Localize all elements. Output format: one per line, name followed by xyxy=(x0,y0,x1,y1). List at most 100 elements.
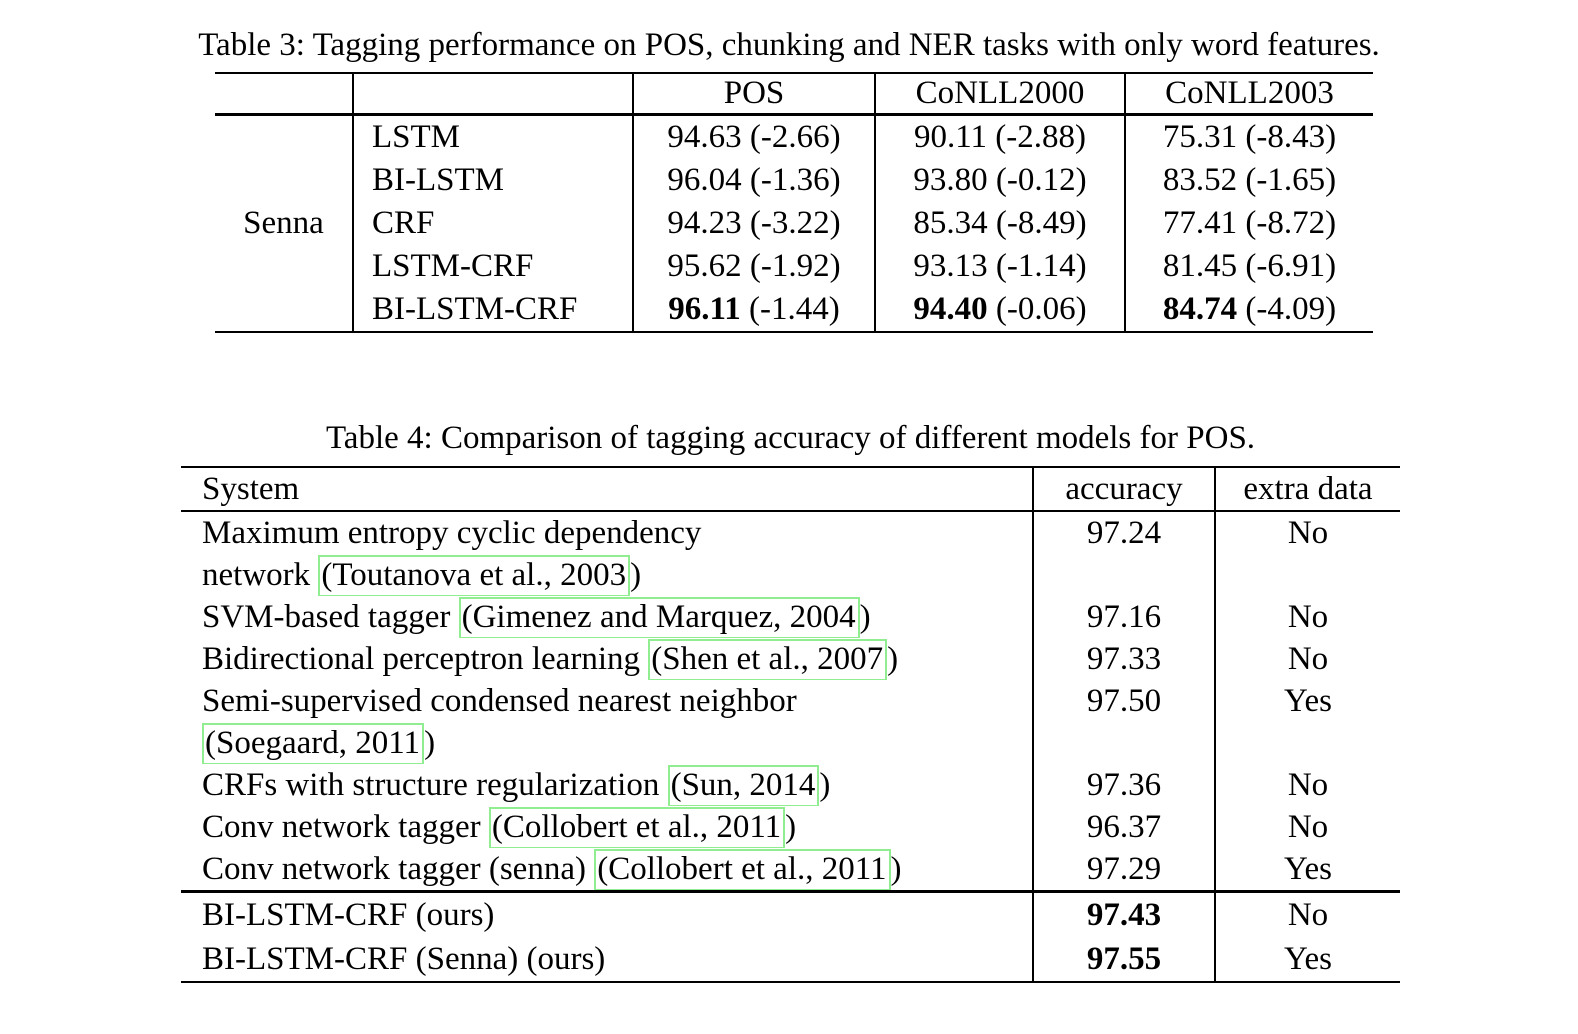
extra-data-cell: Yes xyxy=(1214,937,1400,982)
extra-data-cell: No xyxy=(1214,511,1400,596)
accuracy-cell: 97.33 xyxy=(1032,638,1215,680)
citation-link[interactable]: (Collobert et al., 2011 xyxy=(594,849,891,891)
citation-link[interactable]: (Sun, 2014 xyxy=(667,765,820,806)
score-delta: (-3.22) xyxy=(749,205,841,241)
score-delta: (-2.66) xyxy=(749,119,841,155)
pos-value: 94.63 (-2.66) xyxy=(632,114,875,159)
extra-data-cell: No xyxy=(1214,638,1400,680)
accuracy-cell: 97.36 xyxy=(1032,764,1215,806)
accuracy-cell: 96.37 xyxy=(1032,806,1215,848)
table4-row-maxent: Maximum entropy cyclic dependency networ… xyxy=(181,511,1400,596)
system-text: SVM-based tagger xyxy=(202,599,459,635)
citation-close: ) xyxy=(630,557,642,593)
table4-row-semisupervised: Semi-supervised condensed nearest neighb… xyxy=(181,680,1400,764)
pos-value: 96.11 (-1.44) xyxy=(632,288,875,332)
citation-close: ) xyxy=(859,599,871,635)
citation-link[interactable]: (Soegaard, 2011 xyxy=(202,723,425,764)
pos-value: 95.62 (-1.92) xyxy=(632,245,875,288)
score-delta: (-4.09) xyxy=(1245,291,1337,327)
table4-header-system: System xyxy=(181,467,1033,512)
system-text: Conv network tagger xyxy=(202,809,489,845)
table3: POS CoNLL2000 CoNLL2003 Senna LSTM 94.63… xyxy=(215,72,1373,333)
score-best: 94.40 xyxy=(913,291,988,327)
system-text: Conv network tagger (senna) xyxy=(202,851,595,887)
citation-close: ) xyxy=(424,725,436,761)
accuracy-cell: 97.16 xyxy=(1032,596,1215,638)
table3-caption: Table 3: Tagging performance on POS, chu… xyxy=(198,27,1380,63)
model-cell: BI-LSTM xyxy=(352,159,633,202)
accuracy-cell: 97.50 xyxy=(1032,680,1215,764)
system-cell: SVM-based tagger (Gimenez and Marquez, 2… xyxy=(181,596,1033,638)
system-cell: CRFs with structure regularization (Sun,… xyxy=(181,764,1033,806)
table4: System accuracy extra data Maximum entro… xyxy=(181,466,1400,983)
model-cell: BI-LSTM-CRF xyxy=(352,288,633,332)
system-text: BI-LSTM-CRF (Senna) (ours) xyxy=(202,941,606,977)
table4-header-row: System accuracy extra data xyxy=(181,467,1400,512)
score: 90.11 xyxy=(914,119,988,155)
score-delta: (-1.36) xyxy=(749,162,841,198)
pos-value: 94.23 (-3.22) xyxy=(632,202,875,245)
score-delta: (-0.12) xyxy=(995,162,1087,198)
citation-link[interactable]: (Collobert et al., 2011 xyxy=(488,807,786,848)
system-line1: Semi-supervised condensed nearest neighb… xyxy=(202,683,797,719)
table3-corner-cell xyxy=(215,73,353,116)
system-line2: network xyxy=(202,557,319,593)
score-delta: (-6.91) xyxy=(1245,248,1337,284)
score-best: 96.11 xyxy=(668,291,741,327)
score: 85.34 xyxy=(913,205,988,241)
table4-row-conv-senna: Conv network tagger (senna) (Collobert e… xyxy=(181,848,1400,892)
score: 83.52 xyxy=(1162,162,1238,198)
citation-close: ) xyxy=(785,809,797,845)
accuracy-cell: 97.29 xyxy=(1032,848,1215,892)
score-delta: (-2.88) xyxy=(995,119,1086,155)
conll2003-value: 77.41 (-8.72) xyxy=(1124,202,1373,245)
table4-row-bilstmcrf-senna-ours: BI-LSTM-CRF (Senna) (ours) 97.55 Yes xyxy=(181,937,1400,982)
score-delta: (-8.72) xyxy=(1245,205,1337,241)
extra-data-cell: No xyxy=(1214,806,1400,848)
system-cell: BI-LSTM-CRF (ours) xyxy=(181,890,1033,937)
table3-row-bilstm: BI-LSTM 96.04 (-1.36) 93.80 (-0.12) 83.5… xyxy=(215,159,1373,202)
score: 77.41 xyxy=(1162,205,1238,241)
citation-close: ) xyxy=(887,641,899,677)
table4-header-accuracy: accuracy xyxy=(1032,467,1215,512)
table4-row-crfs: CRFs with structure regularization (Sun,… xyxy=(181,764,1400,806)
score-delta: (-1.65) xyxy=(1245,162,1337,198)
accuracy-cell: 97.24 xyxy=(1032,511,1215,596)
citation-link[interactable]: (Shen et al., 2007 xyxy=(648,639,888,680)
table3-empty-header xyxy=(352,73,633,116)
score-best: 84.74 xyxy=(1162,291,1238,327)
table3-header-pos: POS xyxy=(632,73,875,116)
score: 94.63 xyxy=(667,119,742,155)
citation-close: ) xyxy=(819,767,831,803)
table3-header-conll2003: CoNLL2003 xyxy=(1124,73,1373,116)
model-cell: CRF xyxy=(352,202,633,245)
system-text: Bidirectional perceptron learning xyxy=(202,641,649,677)
score-delta: (-8.43) xyxy=(1245,119,1337,155)
conll2003-value: 81.45 (-6.91) xyxy=(1124,245,1373,288)
model-cell: LSTM xyxy=(352,114,633,159)
table4-row-bilstmcrf-ours: BI-LSTM-CRF (ours) 97.43 No xyxy=(181,890,1400,937)
table3-group-label: Senna xyxy=(243,205,324,241)
citation-link[interactable]: (Toutanova et al., 2003 xyxy=(318,555,631,596)
conll2000-value: 94.40 (-0.06) xyxy=(874,288,1125,332)
score: 96.04 xyxy=(667,162,742,198)
pos-value: 96.04 (-1.36) xyxy=(632,159,875,202)
table3-header-conll2000: CoNLL2000 xyxy=(874,73,1125,116)
system-cell: Conv network tagger (Collobert et al., 2… xyxy=(181,806,1033,848)
table3-row-bilstmcrf: BI-LSTM-CRF 96.11 (-1.44) 94.40 (-0.06) … xyxy=(215,288,1373,332)
score: 93.13 xyxy=(913,248,988,284)
score: 94.23 xyxy=(667,205,742,241)
score: 95.62 xyxy=(667,248,742,284)
citation-link[interactable]: (Gimenez and Marquez, 2004 xyxy=(458,597,860,638)
conll2000-value: 93.13 (-1.14) xyxy=(874,245,1125,288)
system-text: CRFs with structure regularization xyxy=(202,767,668,803)
score-delta: (-1.44) xyxy=(748,291,840,327)
conll2003-value: 84.74 (-4.09) xyxy=(1124,288,1373,332)
system-cell: Maximum entropy cyclic dependency networ… xyxy=(181,511,1033,596)
system-cell: Semi-supervised condensed nearest neighb… xyxy=(181,680,1033,764)
score: 93.80 xyxy=(913,162,988,198)
system-cell: BI-LSTM-CRF (Senna) (ours) xyxy=(181,937,1033,982)
extra-data-cell: No xyxy=(1214,764,1400,806)
score-delta: (-0.06) xyxy=(995,291,1087,327)
